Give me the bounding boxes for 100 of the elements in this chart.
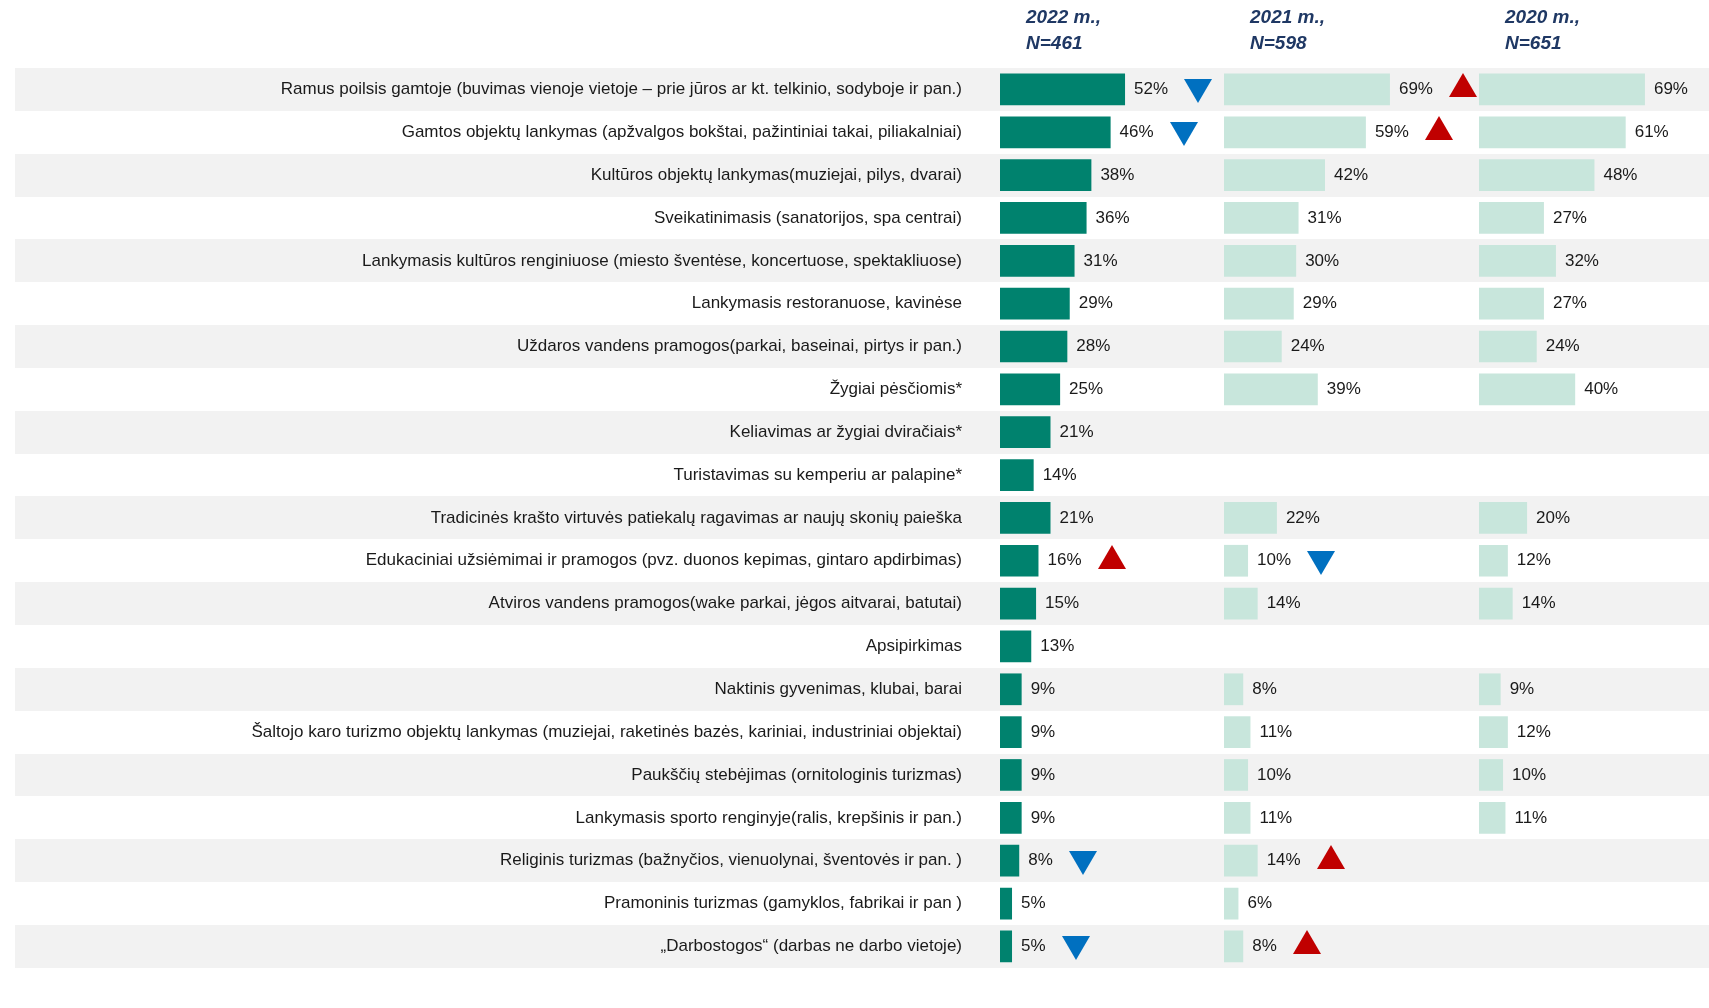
data-label: 10% — [1512, 764, 1547, 784]
bar — [1479, 159, 1595, 191]
bar — [1224, 159, 1325, 191]
data-label: 14% — [1042, 464, 1077, 484]
y-tick-label: Ramus poilsis gamtoje (buvimas vienoje vietoje – prie jūros ar kt. telkinio, sodyboje ir pan.) — [280, 79, 962, 99]
bar — [1479, 544, 1508, 577]
y-tick-label: Naktinis gyvenimas, klubai, barai — [714, 678, 962, 698]
data-label: 8% — [1252, 936, 1277, 956]
data-label: 31% — [1083, 250, 1118, 270]
data-label: 30% — [1305, 250, 1340, 270]
data-label: 32% — [1564, 250, 1599, 270]
data-label: 36% — [1095, 207, 1130, 227]
y-tick-label: Edukaciniai užsiėmimai ir pramogos (pvz. duonos kepimas, gintaro apdirbimas) — [365, 550, 962, 570]
y-tick-label: Apsipirkimas — [865, 636, 962, 656]
bar — [1000, 844, 1020, 877]
bar — [1479, 716, 1508, 748]
data-label: 9% — [1509, 678, 1535, 698]
bar — [1000, 287, 1070, 320]
data-label: 16% — [1047, 550, 1082, 570]
y-tick-label: Turistavimas su kemperiu ar palapine* — [673, 464, 963, 484]
bar — [1479, 244, 1556, 277]
data-label: 69% — [1653, 79, 1688, 99]
data-label: 12% — [1516, 721, 1551, 741]
data-label: 20% — [1536, 507, 1571, 527]
bar — [1224, 544, 1249, 577]
chart-title: 2020 m., N=651 — [1504, 5, 1580, 53]
data-label: 40% — [1584, 379, 1619, 399]
bar — [1479, 287, 1544, 320]
bar — [1479, 116, 1626, 149]
data-label: 12% — [1516, 550, 1551, 570]
data-label: 13% — [1040, 636, 1075, 656]
data-label: 38% — [1100, 164, 1135, 184]
data-label: 69% — [1398, 79, 1433, 99]
y-tick-label: Tradicinės krašto virtuvės patiekalų ragavimas ar naujų skonių paieška — [430, 507, 963, 527]
bar — [1479, 673, 1501, 706]
bar — [1000, 673, 1022, 706]
bar — [1224, 373, 1318, 406]
bar — [1224, 801, 1251, 834]
data-label: 21% — [1059, 421, 1094, 441]
y-tick-label: Pramoninis turizmas (gamyklos, fabrikai ir pan ) — [603, 893, 962, 913]
bar — [1479, 759, 1504, 791]
bar — [1479, 202, 1544, 234]
data-label: 14% — [1266, 593, 1301, 613]
bar — [1000, 801, 1022, 834]
bar — [1224, 930, 1244, 963]
data-label: 9% — [1030, 807, 1056, 827]
data-label: 24% — [1290, 336, 1325, 356]
bar — [1000, 116, 1111, 149]
bar — [1000, 244, 1075, 277]
bar — [1224, 244, 1297, 277]
chart-title: 2021 m., N=598 — [1249, 5, 1325, 53]
data-label: 29% — [1078, 293, 1113, 313]
data-label: 22% — [1285, 507, 1320, 527]
y-tick-label: Žygiai pėsčiomis* — [829, 379, 963, 399]
y-tick-label: Religinis turizmas (bažnyčios, vienuolynai, šventovės ir pan. ) — [499, 850, 962, 870]
data-label: 15% — [1045, 593, 1080, 613]
data-label: 31% — [1307, 207, 1342, 227]
data-label: 27% — [1552, 207, 1587, 227]
y-tick-label: Lankymasis sporto renginyje(ralis, krepšinis ir pan.) — [575, 807, 962, 827]
bar — [1000, 716, 1022, 748]
data-label: 9% — [1030, 678, 1056, 698]
data-label: 29% — [1302, 293, 1337, 313]
data-label: 11% — [1259, 721, 1293, 741]
data-label: 14% — [1521, 593, 1556, 613]
bar — [1224, 287, 1294, 320]
chart-title: 2022 m., N=461 — [1025, 5, 1101, 53]
y-tick-label: Keliavimas ar žygiai dviračiais* — [729, 421, 963, 441]
bar — [1000, 416, 1051, 449]
y-tick-label: Gamtos objektų lankymas (apžvalgos bokštai, pažintiniai takai, piliakalniai) — [401, 121, 962, 141]
bar — [1224, 673, 1244, 706]
bar — [1000, 630, 1032, 663]
bar — [1479, 801, 1506, 834]
data-label: 8% — [1252, 678, 1277, 698]
bar — [1224, 330, 1282, 363]
data-label: 5% — [1021, 893, 1046, 913]
bar — [1224, 759, 1249, 791]
bar — [1224, 73, 1390, 106]
data-label: 14% — [1266, 850, 1301, 870]
y-tick-label: Atviros vandens pramogos(wake parkai, jėgos aitvarai, batutai) — [488, 593, 962, 613]
data-label: 11% — [1514, 807, 1548, 827]
data-label: 61% — [1634, 121, 1669, 141]
data-label: 42% — [1334, 164, 1369, 184]
data-label: 25% — [1069, 379, 1104, 399]
bar — [1224, 716, 1251, 748]
y-tick-label: Lankymasis kultūros renginiuose (miesto šventėse, koncertuose, spektakliuose) — [361, 250, 962, 270]
y-tick-label: Šaltojo karo turizmo objektų lankymas (muziejai, raketinės bazės, kariniai, industriniai objektai) — [251, 721, 962, 741]
data-label: 59% — [1374, 121, 1409, 141]
bar — [1000, 73, 1126, 106]
data-label: 27% — [1552, 293, 1587, 313]
y-tick-label: Uždaros vandens pramogos(parkai, baseinai, pirtys ir pan.) — [516, 336, 962, 356]
y-tick-label: „Darbostogos“ (darbas ne darbo vietoje) — [660, 936, 962, 956]
bar — [1000, 373, 1061, 406]
bar — [1224, 887, 1239, 920]
bar — [1224, 502, 1277, 534]
bar — [1000, 587, 1037, 620]
bar — [1000, 544, 1039, 577]
bar — [1479, 587, 1513, 620]
bar — [1224, 844, 1258, 877]
bar — [1479, 502, 1528, 534]
bar — [1000, 502, 1051, 534]
